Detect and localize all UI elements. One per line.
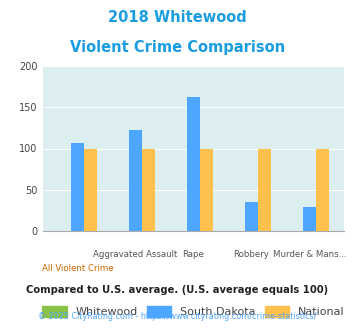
Bar [84,148,97,231]
Bar [316,148,329,231]
Bar [129,129,142,231]
Text: 2018 Whitewood: 2018 Whitewood [108,10,247,25]
Text: Violent Crime Comparison: Violent Crime Comparison [70,40,285,54]
Text: Rape: Rape [182,250,204,259]
Text: Robbery: Robbery [234,250,269,259]
Text: Compared to U.S. average. (U.S. average equals 100): Compared to U.S. average. (U.S. average … [26,285,329,295]
Text: Aggravated Assault: Aggravated Assault [93,250,178,259]
Bar [258,148,271,231]
Text: Murder & Mans...: Murder & Mans... [273,250,346,259]
Bar [303,207,316,231]
Bar [187,96,200,231]
Bar [71,143,84,231]
Bar [142,148,154,231]
Text: © 2025 CityRating.com - https://www.cityrating.com/crime-statistics/: © 2025 CityRating.com - https://www.city… [38,312,317,321]
Legend: Whitewood, South Dakota, National: Whitewood, South Dakota, National [42,306,345,317]
Bar [200,148,213,231]
Bar [245,202,258,231]
Text: All Violent Crime: All Violent Crime [42,264,113,273]
